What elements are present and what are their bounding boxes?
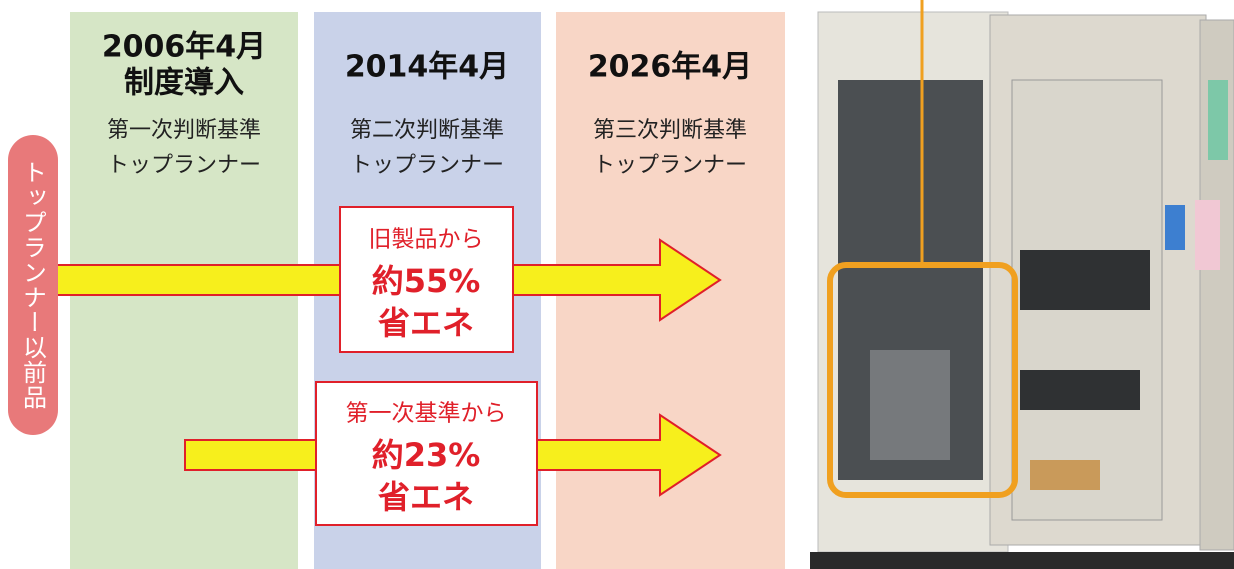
callout-text: 旧製品から [369, 227, 484, 253]
subheading: トップランナー [350, 153, 504, 178]
heading: 2014年4月 [345, 50, 509, 85]
subheading: 第二次判断基準 [350, 118, 504, 143]
subheading: トップランナー [107, 153, 261, 178]
heading: 2026年4月 [588, 50, 752, 85]
side-label: トップランナー以前品 [8, 135, 58, 435]
diagram: 2006年4月 制度導入 2014年4月 2026年4月 第一次判断基準 トップ… [0, 0, 1234, 569]
cabinet-photo [810, 12, 1234, 569]
heading: 2006年4月 [102, 30, 266, 65]
page: 2006年4月 制度導入 2014年4月 2026年4月 第一次判断基準 トップ… [0, 0, 1234, 569]
callout-text: 第一次基準から [346, 401, 507, 427]
callout-text: 約55% [372, 262, 481, 300]
callout-text: 約23% [372, 436, 481, 474]
callout-text: 省エネ [378, 478, 474, 516]
heading: 制度導入 [124, 66, 244, 101]
subheading: 第三次判断基準 [593, 118, 747, 143]
callout-text: 省エネ [378, 304, 474, 342]
subheading: 第一次判断基準 [107, 118, 261, 143]
subheading: トップランナー [593, 153, 747, 178]
